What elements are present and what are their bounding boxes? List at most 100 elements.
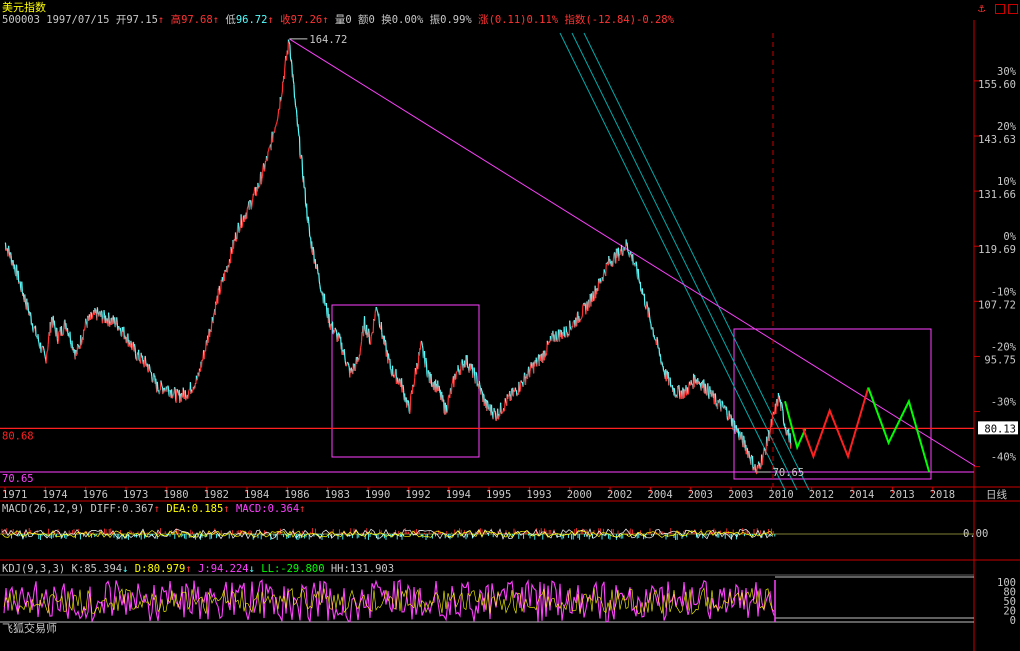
price-segment [536,362,538,367]
price-segment [318,281,321,285]
price-segment [378,323,381,328]
price-segment [219,288,222,293]
price-segment [714,393,717,403]
price-segment [416,363,418,367]
price-segment [781,404,784,409]
y-tick-pct: 0% [1003,231,1016,243]
price-segment [131,342,134,346]
x-tick-label: 1983 [325,489,350,501]
price-segment [287,39,290,42]
price-segment [695,382,697,384]
price-segment [707,383,709,394]
maximize-icon[interactable] [995,4,1005,14]
price-segment [197,372,200,374]
kdj-tick: 80 [1003,587,1016,599]
price-segment [588,299,590,301]
price-segment [741,432,743,441]
price-segment [38,342,41,347]
price-segment [219,291,221,295]
price-segment [393,374,396,377]
projection-green-1 [784,401,807,451]
price-segment [603,269,606,273]
price-segment [614,252,616,263]
price-segment [483,403,486,406]
price-segment [529,371,531,378]
price-segment [226,265,229,273]
y-tick-pct: -30% [991,397,1017,409]
price-segment [246,209,248,219]
y-tick-value: 107.72 [978,299,1016,311]
price-segment [207,335,210,343]
price-segment [343,348,346,356]
amt-value: 0 [368,14,375,26]
dea-label: DEA: [166,503,192,515]
x-tick-label: 2012 [809,489,834,501]
x-tick-label: 1974 [42,489,67,501]
price-segment [776,399,778,406]
price-segment [563,326,566,338]
price-segment [720,403,723,412]
price-segment [499,409,501,417]
price-segment [294,98,297,106]
x-tick-label: 1984 [244,489,269,501]
price-segment [313,262,316,264]
price-segment [44,356,47,360]
price-segment [102,317,105,320]
hline-value: 80.13 [984,423,1016,435]
price-segment [489,404,492,410]
price-segment [398,380,400,385]
kdj-tick: 20 [1003,606,1016,618]
price-segment [341,351,344,355]
hh-label: HH: [330,563,350,575]
price-segment [354,360,357,372]
price-segment [561,336,564,340]
price-segment [268,146,271,149]
price-segment [297,130,300,136]
header-quote-line: 500003 1997/07/15 开97.15↑ 高97.68↑ 低96.72… [2,14,674,26]
price-segment [141,355,144,358]
anchor-icon[interactable]: ⚓ [978,1,986,15]
price-segment [553,334,556,341]
price-segment [612,259,614,267]
price-segment [262,163,265,166]
x-tick-label: 2014 [849,489,874,501]
price-segment [241,222,244,228]
price-segment [167,385,170,389]
price-segment [4,242,7,251]
price-segment [292,80,295,85]
price-segment [176,388,179,392]
y-tick-pct: 30% [997,66,1017,78]
price-segment [590,293,593,303]
price-segment [384,339,387,343]
price-segment [237,222,240,225]
price-segment [622,254,624,257]
price-segment [545,352,548,356]
left-bottom-label: 70.65 [2,473,34,485]
price-segment [675,394,678,397]
price-segment [421,342,423,346]
price-segment [205,340,207,352]
price-segment [726,408,728,416]
consolidation-box-1 [331,304,480,458]
price-segment [771,414,774,418]
price-segment [768,435,771,441]
price-segment [183,390,186,400]
price-segment [54,326,56,330]
price-segment [203,351,206,360]
price-segment [8,245,10,252]
price-segment [729,415,731,420]
price-segment [80,343,83,346]
price-segment [274,127,276,133]
price-segment [150,372,153,377]
x-tick-label: 1994 [446,489,471,501]
price-segment [60,325,63,335]
window-icon[interactable] [1008,4,1018,14]
price-segment [503,408,506,412]
price-segment [461,359,464,361]
x-tick-label: 1971 [2,489,27,501]
price-segment [277,114,279,119]
price-segment [232,239,235,249]
price-segment [265,155,268,159]
low-label: 70.65 [773,467,805,479]
price-segment [298,135,300,137]
